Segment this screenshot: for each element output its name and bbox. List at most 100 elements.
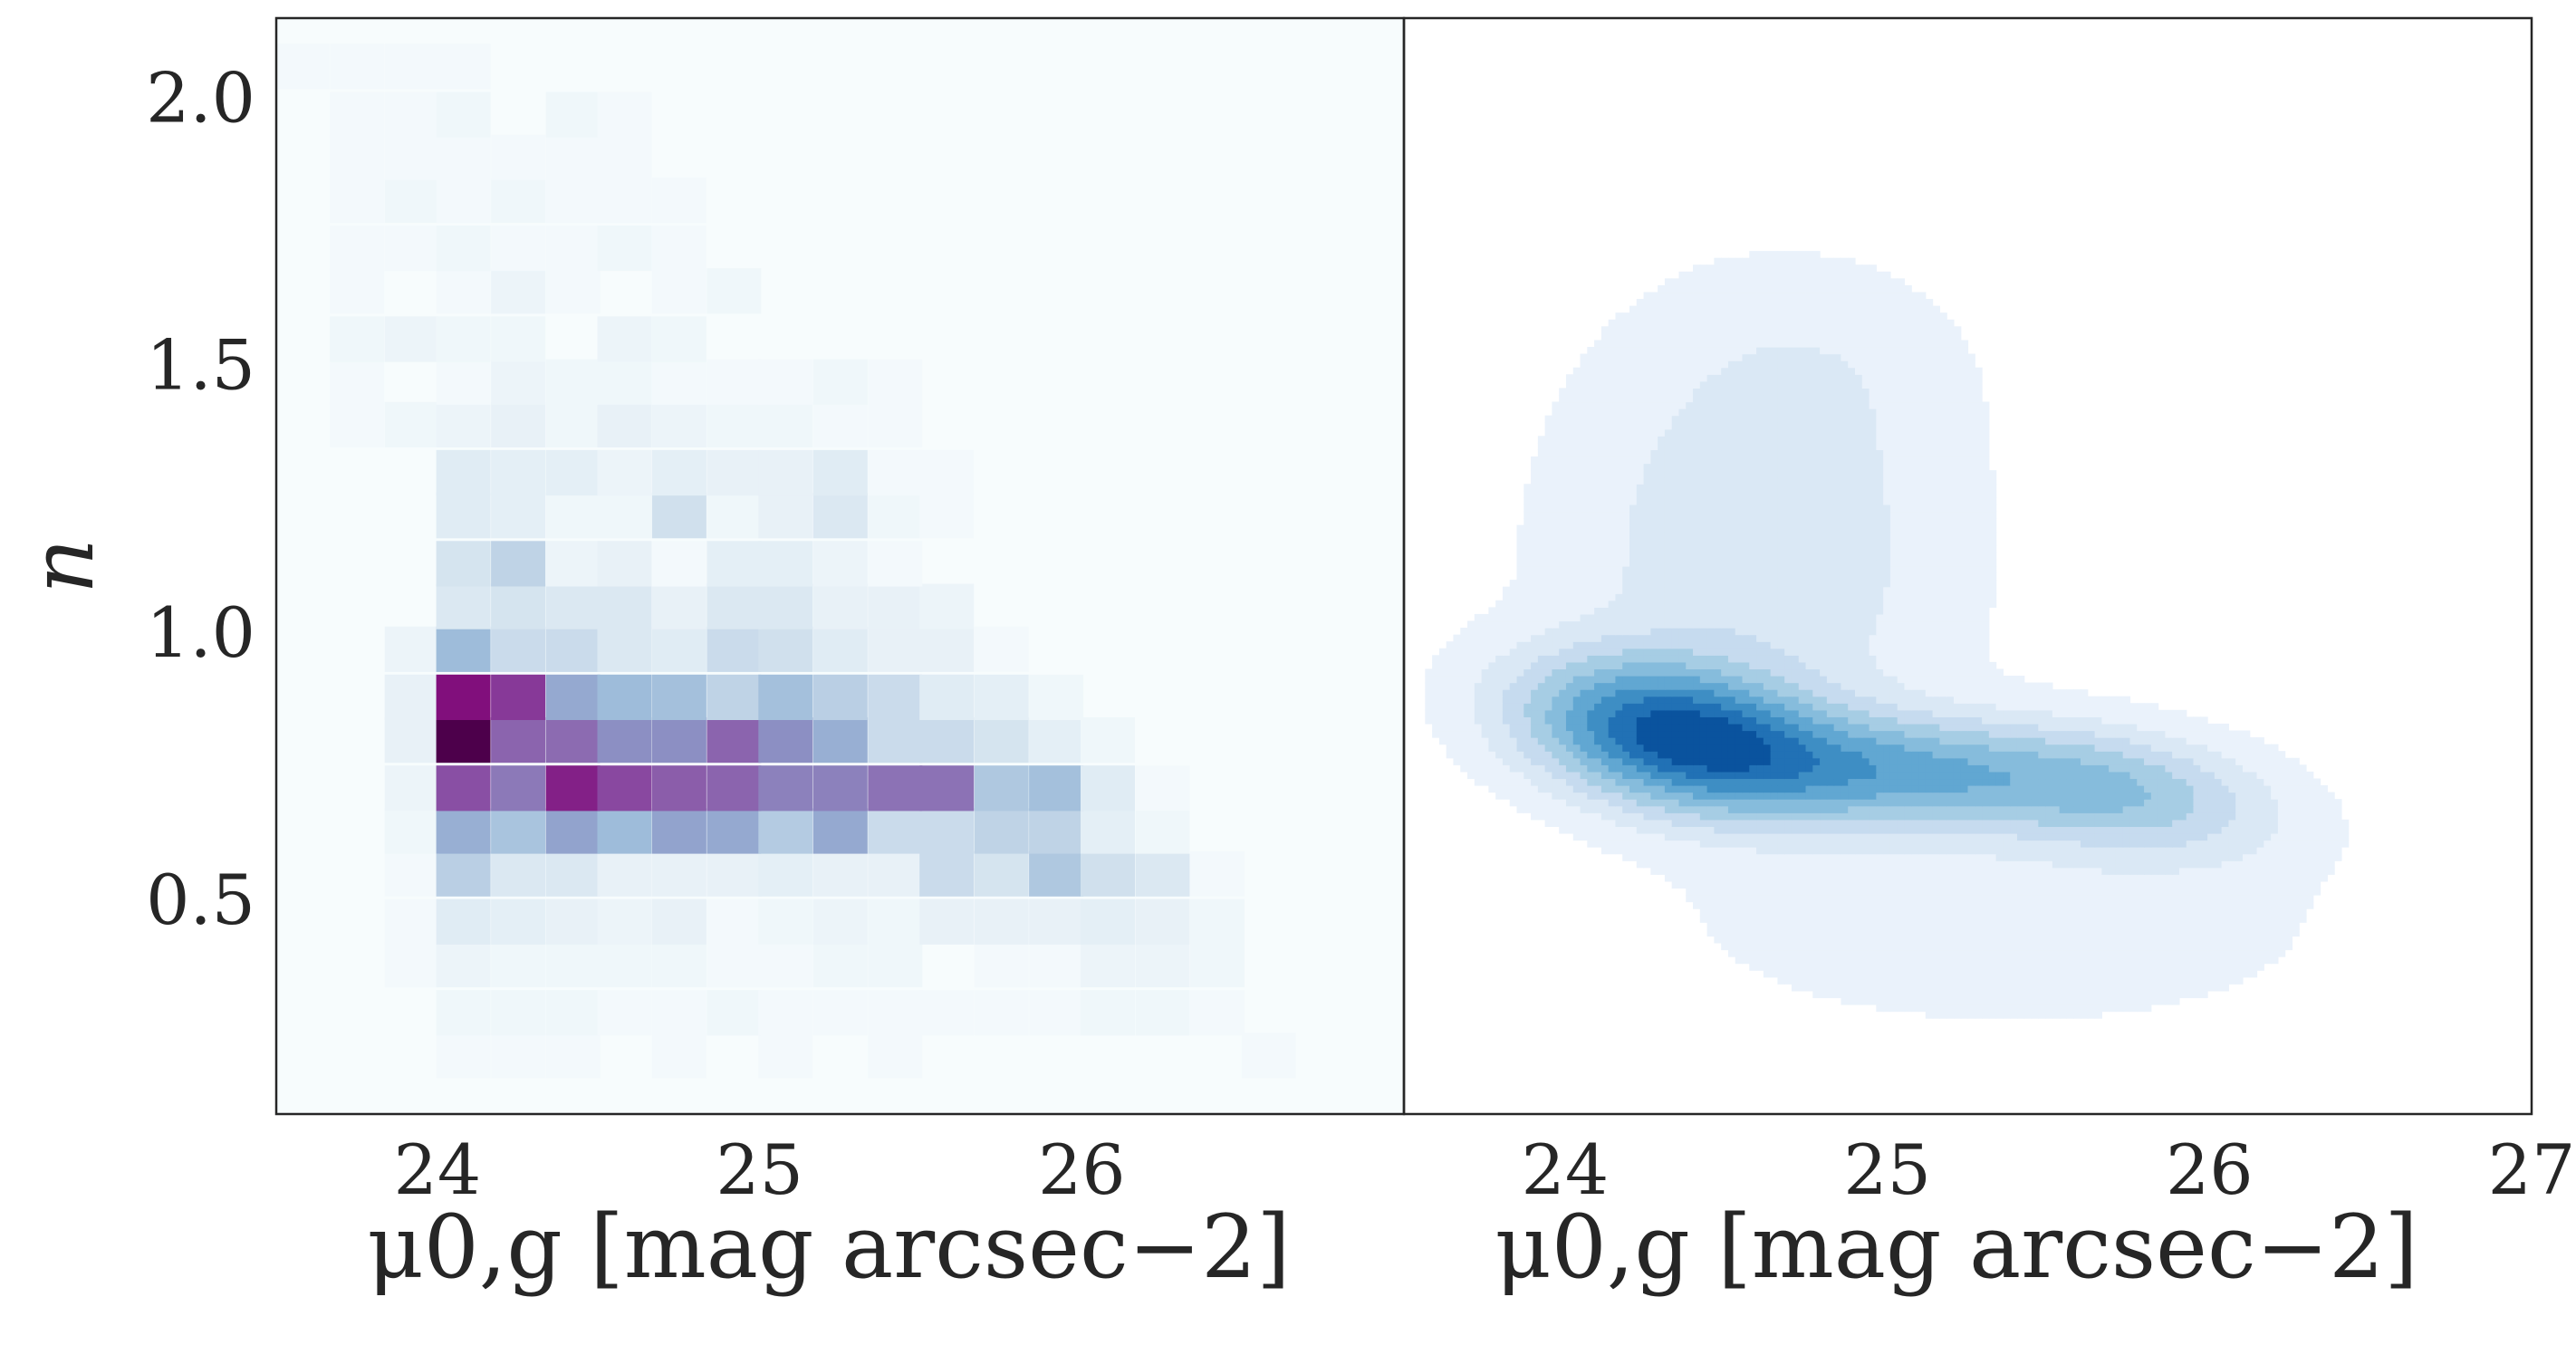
kde-level-cell bbox=[2178, 751, 2187, 759]
kde-level-cell bbox=[1749, 771, 1757, 780]
histogram-bin bbox=[919, 583, 975, 629]
kde-level-cell bbox=[1727, 901, 1736, 909]
kde-level-cell bbox=[1756, 956, 1764, 965]
kde-level-cell bbox=[1904, 730, 1912, 738]
kde-level-cell bbox=[1805, 764, 1813, 773]
kde-level-cell bbox=[1531, 709, 1539, 717]
kde-level-cell bbox=[1636, 819, 1645, 827]
kde-level-cell bbox=[2214, 984, 2223, 992]
kde-level-cell bbox=[1833, 682, 1842, 690]
kde-level-cell bbox=[1897, 908, 1906, 917]
kde-level-cell bbox=[2186, 751, 2195, 759]
kde-level-cell bbox=[1889, 1004, 1898, 1013]
kde-level-cell bbox=[1805, 757, 1813, 765]
kde-level-cell bbox=[1516, 716, 1524, 725]
kde-level-cell bbox=[2003, 840, 2011, 848]
kde-level-cell bbox=[1812, 682, 1821, 690]
kde-level-cell bbox=[1995, 716, 2004, 725]
kde-level-cell bbox=[1756, 689, 1764, 697]
kde-level-cell bbox=[2115, 805, 2124, 813]
kde-level-cell bbox=[1699, 874, 1708, 882]
kde-level-cell bbox=[1982, 847, 1990, 855]
kde-level-cell bbox=[2129, 751, 2138, 759]
kde-level-cell bbox=[1565, 723, 1574, 732]
kde-level-cell bbox=[1848, 901, 1856, 909]
kde-level-cell bbox=[2059, 874, 2068, 882]
kde-level-cell bbox=[1580, 778, 1588, 786]
kde-level-cell bbox=[2193, 922, 2201, 930]
kde-level-cell bbox=[2052, 963, 2061, 971]
kde-level-cell bbox=[1615, 676, 1623, 684]
histogram-bin bbox=[436, 626, 491, 672]
kde-level-cell bbox=[1946, 716, 1955, 725]
kde-level-cell bbox=[1523, 696, 1532, 704]
histogram-bin bbox=[491, 765, 546, 812]
kde-level-cell bbox=[2038, 744, 2046, 752]
kde-level-cell bbox=[1756, 915, 1764, 923]
kde-level-cell bbox=[2016, 716, 2025, 725]
kde-level-cell bbox=[2158, 847, 2166, 855]
kde-level-cell bbox=[1756, 867, 1764, 875]
kde-level-cell bbox=[2178, 888, 2187, 896]
kde-level-cell bbox=[2137, 805, 2145, 813]
kde-level-cell bbox=[1889, 716, 1898, 725]
kde-level-cell bbox=[1671, 709, 1680, 717]
kde-level-cell bbox=[2150, 716, 2159, 725]
kde-level-cell bbox=[2003, 805, 2011, 813]
kde-level-cell bbox=[2186, 928, 2195, 937]
kde-level-cell bbox=[2073, 880, 2081, 889]
kde-level-cell bbox=[2129, 840, 2138, 848]
kde-level-cell bbox=[2186, 936, 2195, 944]
kde-level-cell bbox=[1481, 744, 1489, 752]
kde-level-cell bbox=[2045, 901, 2053, 909]
kde-level-cell bbox=[1798, 792, 1807, 800]
kde-level-cell bbox=[1756, 942, 1764, 951]
kde-level-cell bbox=[1763, 922, 1772, 930]
kde-level-cell bbox=[2178, 716, 2187, 725]
kde-level-cell bbox=[1925, 1004, 1934, 1013]
kde-level-cell bbox=[2010, 826, 2018, 834]
histogram-bin bbox=[436, 226, 491, 272]
kde-level-cell bbox=[2045, 682, 2053, 690]
kde-level-cell bbox=[1735, 867, 1744, 875]
kde-level-cell bbox=[1756, 840, 1764, 848]
kde-level-cell bbox=[1749, 744, 1757, 752]
kde-level-cell bbox=[1629, 840, 1638, 848]
kde-level-cell bbox=[1925, 764, 1934, 773]
kde-level-cell bbox=[1671, 689, 1680, 697]
kde-level-cell bbox=[2094, 703, 2102, 711]
kde-level-cell bbox=[1580, 696, 1588, 704]
kde-level-cell bbox=[2109, 730, 2117, 738]
kde-level-cell bbox=[2144, 860, 2152, 869]
kde-level-cell bbox=[1727, 703, 1736, 711]
kde-level-cell bbox=[2016, 819, 2025, 827]
kde-level-cell bbox=[2066, 730, 2074, 738]
kde-level-cell bbox=[1883, 771, 1891, 780]
kde-level-cell bbox=[1911, 682, 1919, 690]
kde-level-cell bbox=[1925, 949, 1934, 957]
kde-level-cell bbox=[1939, 805, 1947, 813]
kde-level-cell bbox=[1721, 682, 1729, 690]
kde-level-cell bbox=[1727, 819, 1736, 827]
kde-level-cell bbox=[1727, 847, 1736, 855]
kde-level-cell bbox=[1664, 744, 1673, 752]
kde-level-cell bbox=[2292, 764, 2300, 773]
kde-level-cell bbox=[2122, 949, 2131, 957]
kde-level-cell bbox=[2129, 737, 2138, 745]
kde-level-cell bbox=[1756, 730, 1764, 738]
kde-level-cell bbox=[1495, 764, 1504, 773]
kde-level-cell bbox=[2249, 737, 2258, 745]
kde-level-cell bbox=[1946, 847, 1955, 855]
kde-level-cell bbox=[2045, 970, 2053, 978]
kde-level-cell bbox=[2249, 805, 2258, 813]
kde-level-cell bbox=[1544, 703, 1553, 711]
kde-level-cell bbox=[2129, 880, 2138, 889]
kde-level-cell bbox=[1770, 853, 1779, 861]
kde-level-cell bbox=[1869, 737, 1877, 745]
kde-level-cell bbox=[2249, 744, 2258, 752]
kde-level-cell bbox=[2059, 696, 2068, 704]
kde-level-cell bbox=[2264, 847, 2272, 855]
kde-level-cell bbox=[1643, 853, 1651, 861]
kde-level-cell bbox=[1523, 676, 1532, 684]
kde-level-cell bbox=[2109, 853, 2117, 861]
